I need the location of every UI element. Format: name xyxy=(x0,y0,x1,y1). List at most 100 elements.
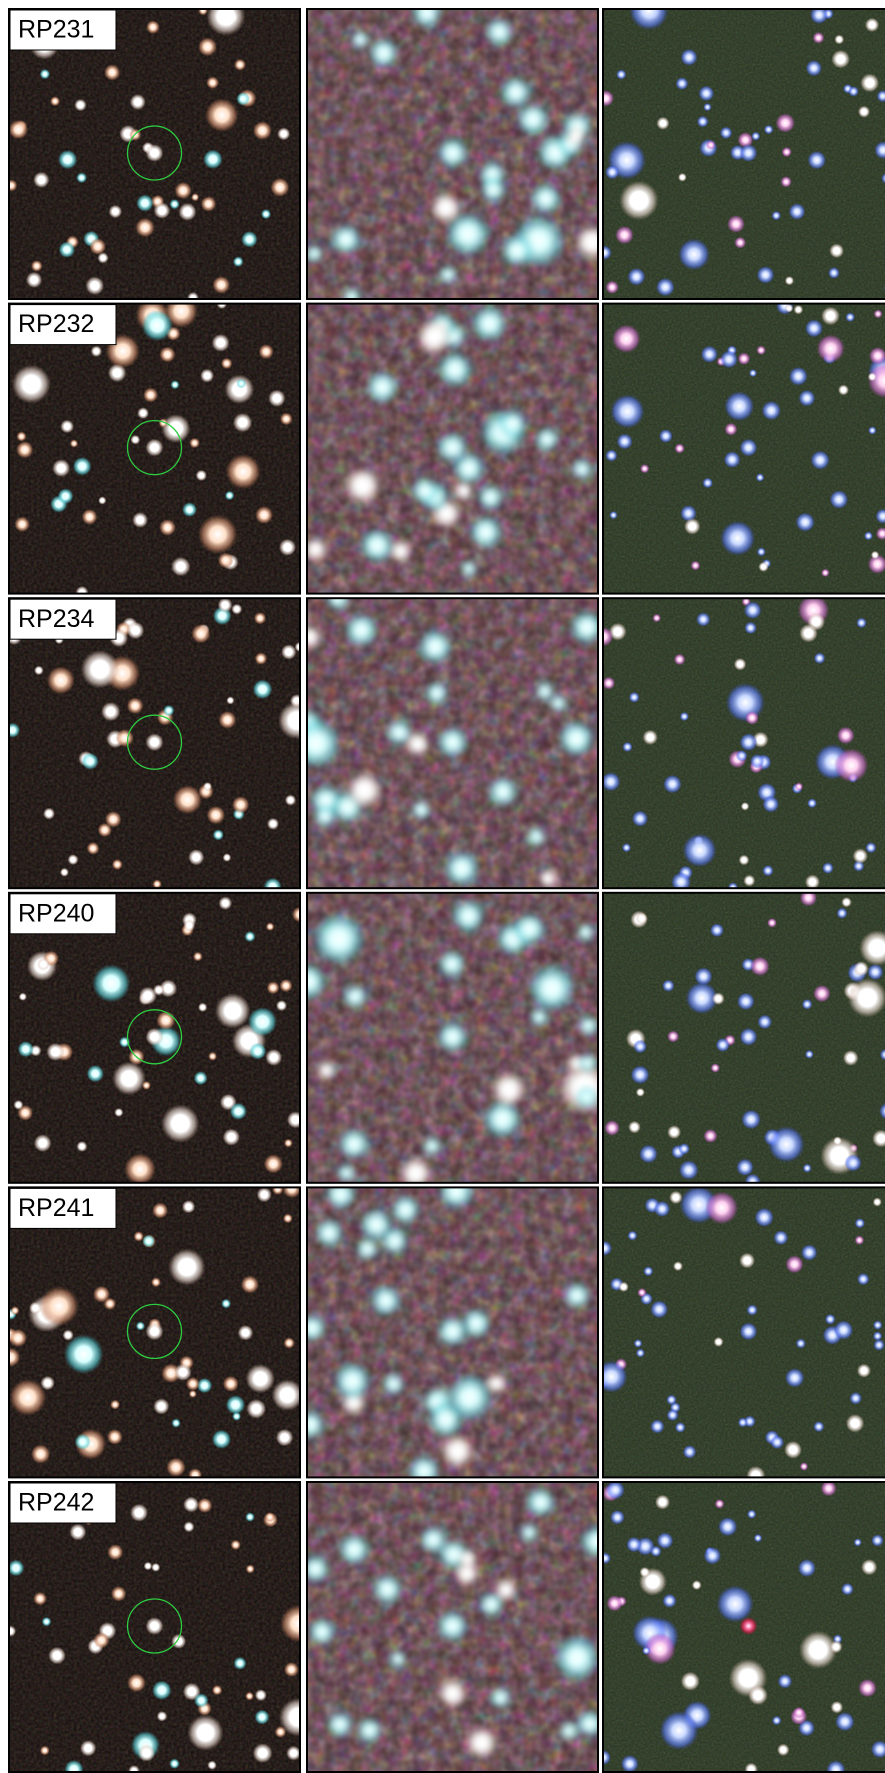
star xyxy=(263,1154,284,1174)
star xyxy=(330,223,362,255)
star xyxy=(529,1007,549,1028)
star xyxy=(97,252,109,264)
star-field xyxy=(307,598,598,889)
star xyxy=(191,193,200,202)
star xyxy=(852,848,868,864)
star xyxy=(92,964,131,1003)
star xyxy=(283,1337,295,1349)
star xyxy=(849,1391,862,1405)
star xyxy=(171,556,191,577)
star xyxy=(529,182,562,215)
star xyxy=(174,181,192,200)
star xyxy=(151,1562,161,1572)
star xyxy=(666,1394,677,1405)
star xyxy=(666,1409,679,1422)
star xyxy=(430,192,462,224)
star xyxy=(755,473,765,482)
panel-border xyxy=(602,302,885,595)
star xyxy=(252,679,273,700)
star xyxy=(418,1525,448,1555)
star xyxy=(682,1445,697,1459)
star xyxy=(684,518,701,535)
star xyxy=(80,1740,97,1757)
star xyxy=(399,1156,433,1183)
image-panel: RP234 xyxy=(8,597,301,890)
star xyxy=(254,1689,267,1702)
star xyxy=(277,701,300,740)
star xyxy=(178,202,197,221)
star xyxy=(662,1593,677,1608)
star xyxy=(799,1462,809,1471)
star-field xyxy=(9,896,300,1183)
star xyxy=(629,9,669,31)
star xyxy=(836,907,848,919)
star xyxy=(189,437,200,449)
image-panel: RP241 xyxy=(8,1186,301,1479)
star xyxy=(767,1126,805,1163)
star xyxy=(39,68,51,80)
star xyxy=(628,1120,641,1134)
star xyxy=(90,345,103,357)
star-field xyxy=(9,303,297,594)
star xyxy=(278,538,297,556)
star xyxy=(777,1673,793,1689)
star xyxy=(667,1030,680,1043)
star xyxy=(875,527,885,541)
star xyxy=(642,1646,651,1655)
star xyxy=(867,963,884,981)
star-field xyxy=(9,1187,300,1478)
star xyxy=(247,1007,278,1037)
star xyxy=(275,1000,288,1012)
star xyxy=(833,748,869,783)
star xyxy=(388,1649,408,1669)
star xyxy=(655,1494,671,1510)
star xyxy=(611,324,641,354)
star xyxy=(758,561,769,572)
star xyxy=(804,1049,814,1059)
star xyxy=(606,1595,623,1612)
star xyxy=(673,1261,683,1272)
star xyxy=(188,849,205,866)
star xyxy=(245,1564,255,1574)
star xyxy=(417,629,454,665)
star xyxy=(737,132,754,148)
star xyxy=(603,676,616,690)
star xyxy=(831,49,851,69)
star xyxy=(225,1395,246,1415)
star xyxy=(780,176,792,188)
star-field xyxy=(307,9,598,299)
star xyxy=(174,1363,192,1381)
star xyxy=(527,963,577,1013)
star xyxy=(656,116,670,130)
star xyxy=(225,454,261,490)
star xyxy=(307,1409,326,1440)
image-panel xyxy=(602,1481,885,1773)
star xyxy=(785,1255,804,1274)
star xyxy=(857,105,871,118)
star xyxy=(231,603,243,615)
star xyxy=(743,601,762,620)
star xyxy=(605,1482,625,1500)
star xyxy=(804,874,820,889)
star xyxy=(859,929,885,967)
star xyxy=(208,1051,218,1061)
star xyxy=(696,115,709,128)
star xyxy=(762,795,780,813)
star xyxy=(761,400,782,421)
star xyxy=(812,31,825,44)
star xyxy=(37,958,50,971)
star xyxy=(240,1275,260,1294)
star xyxy=(93,1632,110,1649)
star xyxy=(754,1207,774,1228)
star xyxy=(324,1187,357,1211)
star xyxy=(737,352,751,366)
star xyxy=(86,1064,104,1083)
star xyxy=(737,1417,748,1428)
star xyxy=(743,874,756,887)
star xyxy=(30,1444,51,1464)
star xyxy=(249,1042,267,1060)
panel-content xyxy=(603,1187,885,1478)
star xyxy=(106,1428,123,1445)
target-star xyxy=(739,733,758,752)
